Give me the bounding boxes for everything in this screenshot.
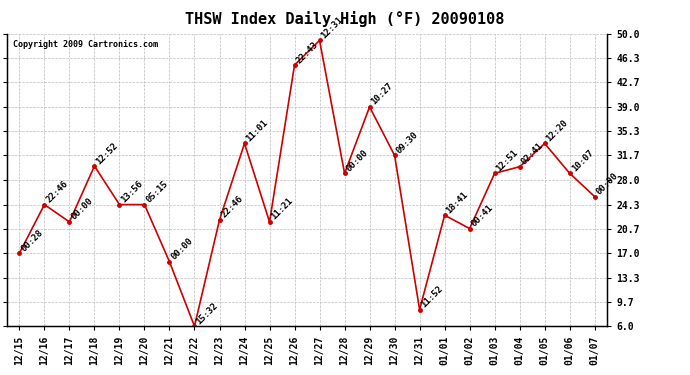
Text: 15:32: 15:32 [195, 301, 220, 326]
Text: Copyright 2009 Cartronics.com: Copyright 2009 Cartronics.com [13, 40, 158, 49]
Text: 12:20: 12:20 [544, 118, 570, 144]
Text: 22:43: 22:43 [295, 40, 320, 65]
Text: 00:41: 00:41 [470, 203, 495, 228]
Text: 00:00: 00:00 [595, 171, 620, 196]
Text: 22:46: 22:46 [219, 195, 245, 220]
Text: 10:07: 10:07 [570, 148, 595, 173]
Text: 11:01: 11:01 [244, 118, 270, 144]
Text: 00:00: 00:00 [70, 196, 95, 222]
Text: THSW Index Daily High (°F) 20090108: THSW Index Daily High (°F) 20090108 [186, 11, 504, 27]
Text: 22:46: 22:46 [44, 179, 70, 205]
Text: 11:21: 11:21 [270, 196, 295, 222]
Text: 12:31: 12:31 [319, 15, 345, 40]
Text: 18:41: 18:41 [444, 190, 470, 215]
Text: 00:28: 00:28 [19, 228, 45, 253]
Text: 12:51: 12:51 [495, 148, 520, 173]
Text: 05:15: 05:15 [144, 179, 170, 205]
Text: 02:41: 02:41 [520, 141, 545, 167]
Text: 13:56: 13:56 [119, 179, 145, 205]
Text: 00:00: 00:00 [344, 148, 370, 173]
Text: 10:27: 10:27 [370, 81, 395, 107]
Text: 09:30: 09:30 [395, 130, 420, 155]
Text: 00:00: 00:00 [170, 236, 195, 262]
Text: 11:52: 11:52 [420, 284, 445, 310]
Text: 12:52: 12:52 [95, 141, 120, 166]
